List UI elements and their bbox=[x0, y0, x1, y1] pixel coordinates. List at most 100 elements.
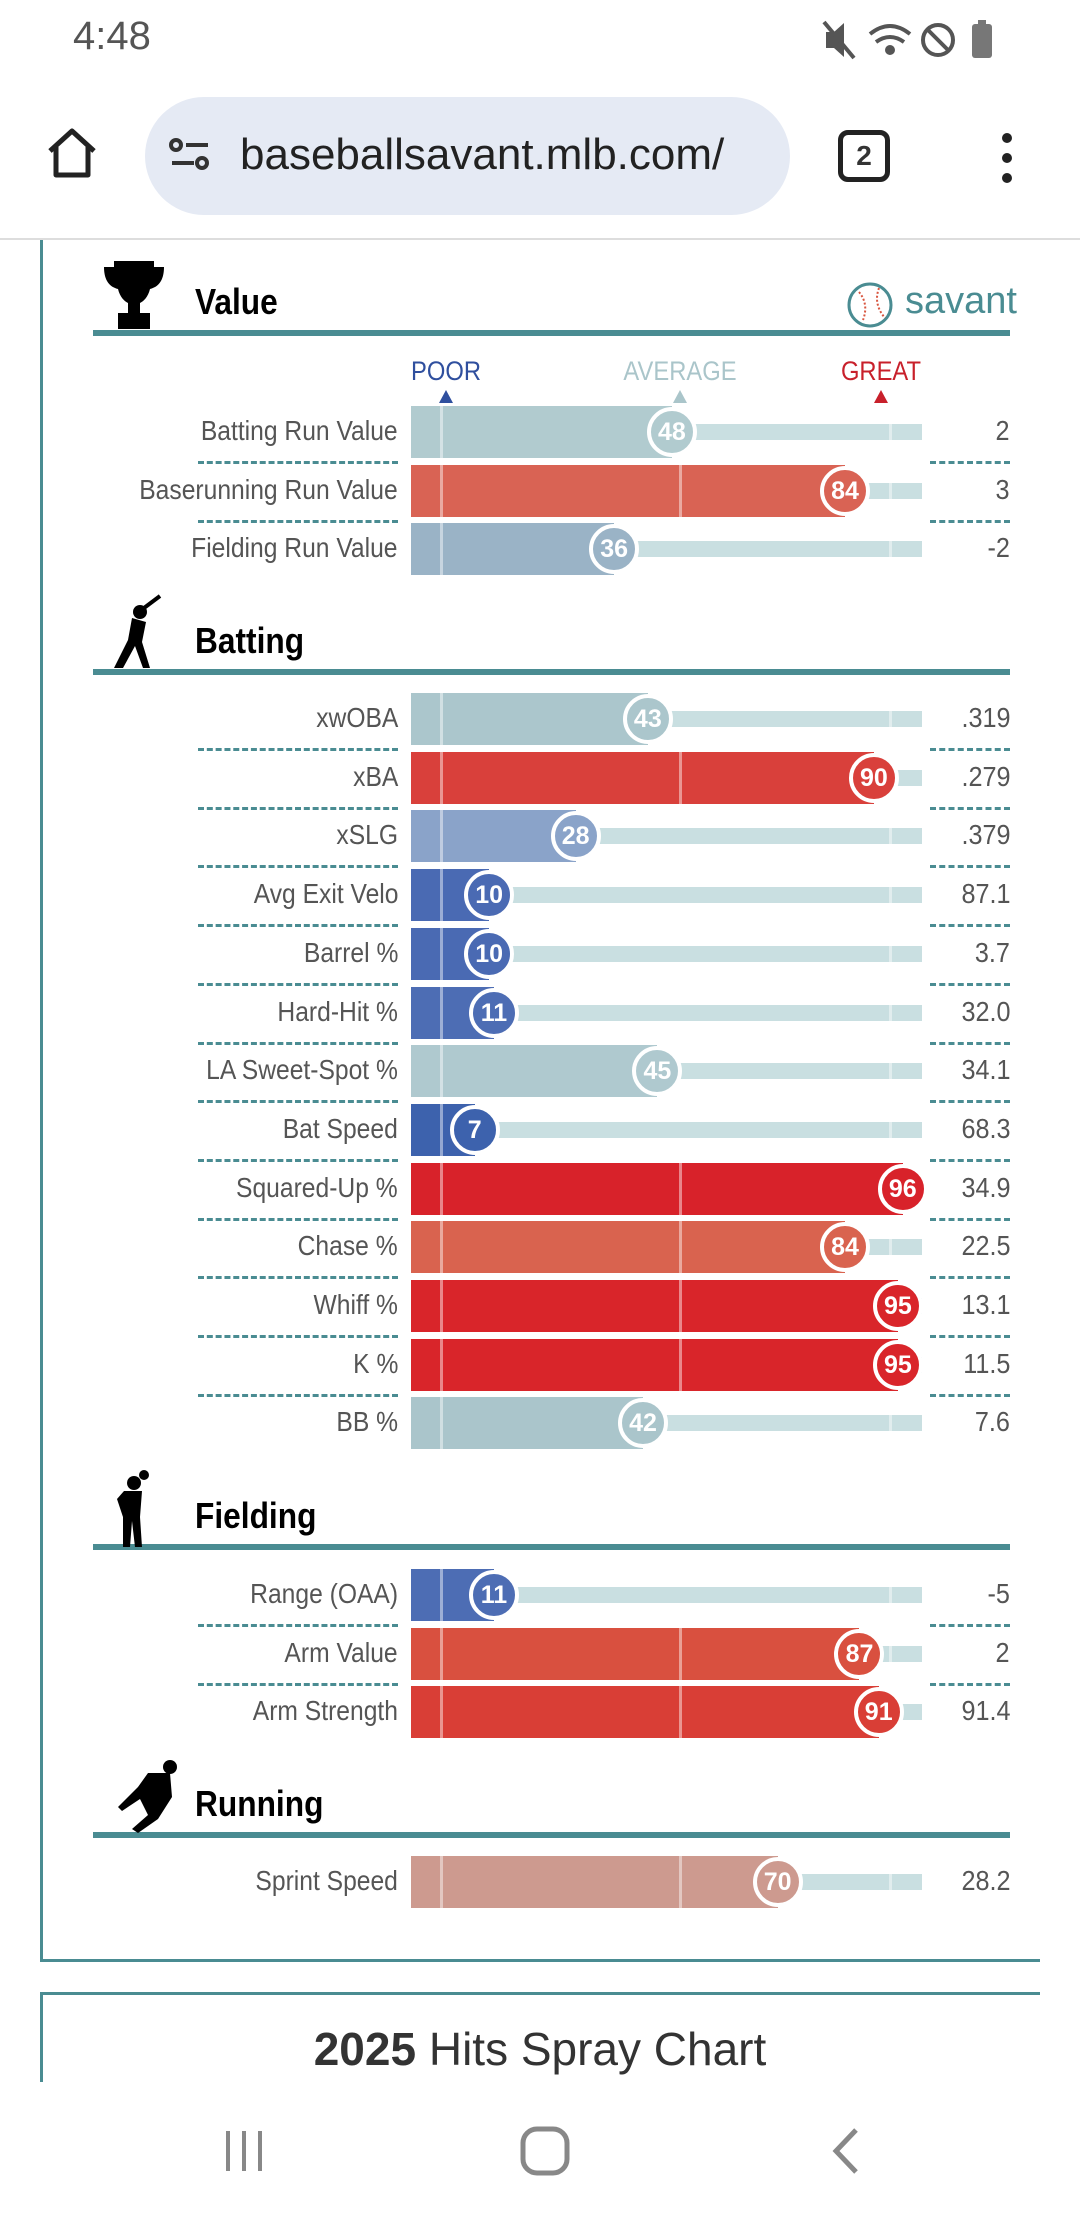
great-marker bbox=[889, 1587, 892, 1603]
percentile-bar bbox=[411, 1045, 658, 1098]
row-separator bbox=[930, 982, 1010, 986]
percentile-badge: 48 bbox=[646, 407, 697, 457]
metric-value: 34.1 bbox=[960, 1054, 1010, 1086]
percentile-badge: 95 bbox=[872, 1281, 923, 1331]
back-icon[interactable] bbox=[826, 2126, 866, 2176]
percentile-bar bbox=[411, 1856, 778, 1908]
average-marker bbox=[679, 751, 682, 804]
batter-icon bbox=[100, 586, 180, 686]
percentile-track bbox=[411, 887, 922, 904]
poor-marker bbox=[440, 1397, 443, 1450]
home-icon[interactable] bbox=[44, 125, 100, 181]
home-nav-icon[interactable] bbox=[518, 2124, 572, 2178]
poor-marker bbox=[440, 986, 443, 1039]
average-marker bbox=[679, 1856, 682, 1908]
percentile-bar bbox=[411, 406, 672, 458]
row-separator bbox=[930, 520, 1010, 523]
metric-label: Sprint Speed bbox=[255, 1865, 398, 1896]
percentile-badge: 11 bbox=[468, 1570, 519, 1620]
spray-chart-title-text: Hits Spray Chart bbox=[428, 2023, 767, 2075]
section-divider bbox=[93, 1832, 1010, 1838]
site-settings-icon[interactable] bbox=[168, 135, 212, 175]
savant-logo-text: savant bbox=[905, 280, 1017, 322]
percentile-badge: 90 bbox=[848, 752, 899, 803]
metric-label: Bat Speed bbox=[282, 1112, 398, 1144]
great-marker bbox=[889, 828, 892, 845]
metric-label: Range (OAA) bbox=[250, 1578, 398, 1609]
row-separator bbox=[930, 1276, 1010, 1280]
metric-label: Batting Run Value bbox=[201, 415, 398, 446]
do-not-disturb-icon bbox=[921, 23, 955, 57]
percentile-bar bbox=[411, 810, 576, 863]
poor-marker bbox=[440, 465, 443, 517]
url-text[interactable]: baseballsavant.mlb.com/ bbox=[240, 130, 725, 179]
poor-marker bbox=[440, 693, 443, 745]
great-marker bbox=[889, 1415, 892, 1432]
row-separator bbox=[930, 1335, 1010, 1338]
average-marker bbox=[679, 465, 682, 517]
average-marker bbox=[679, 1221, 682, 1274]
savant-logo-icon bbox=[845, 280, 895, 330]
poor-marker bbox=[440, 1569, 443, 1621]
metric-value: 3 bbox=[995, 474, 1010, 505]
metric-value: .379 bbox=[960, 819, 1010, 851]
row-separator bbox=[198, 1158, 398, 1162]
row-separator bbox=[930, 924, 1010, 928]
section-divider bbox=[93, 330, 1010, 336]
metric-label: K % bbox=[352, 1347, 398, 1379]
poor-marker bbox=[440, 869, 443, 922]
percentile-badge: 84 bbox=[820, 466, 871, 516]
row-separator bbox=[198, 1682, 398, 1686]
percentile-bar bbox=[411, 1338, 898, 1391]
average-marker bbox=[679, 1162, 682, 1215]
recent-apps-icon[interactable] bbox=[220, 2126, 270, 2176]
metric-label: xBA bbox=[352, 760, 398, 792]
section-title-value: Value bbox=[195, 281, 278, 322]
percentile-badge: 28 bbox=[550, 811, 601, 862]
triangle-average-icon bbox=[673, 390, 687, 403]
metric-value: 3.7 bbox=[974, 936, 1010, 968]
percentile-badge: 45 bbox=[632, 1046, 683, 1097]
poor-marker bbox=[440, 1856, 443, 1908]
great-marker bbox=[889, 1874, 892, 1890]
metric-label: Squared-Up % bbox=[236, 1171, 398, 1203]
great-marker bbox=[889, 541, 892, 557]
metric-label: Arm Value bbox=[284, 1636, 398, 1668]
fielder-icon bbox=[100, 1461, 180, 1561]
metric-value: 2 bbox=[995, 1636, 1010, 1668]
row-separator bbox=[198, 865, 398, 869]
metric-value: 28.2 bbox=[960, 1865, 1010, 1896]
metric-value: 87.1 bbox=[960, 878, 1010, 910]
percentile-bar bbox=[411, 693, 648, 745]
metric-label: Fielding Run Value bbox=[191, 532, 398, 563]
row-separator bbox=[198, 461, 398, 464]
average-marker bbox=[679, 1338, 682, 1391]
more-menu-icon[interactable] bbox=[996, 130, 1018, 186]
great-marker bbox=[889, 424, 892, 440]
percentile-badge: 87 bbox=[834, 1628, 885, 1679]
metric-value: .279 bbox=[960, 760, 1010, 792]
poor-marker bbox=[440, 1338, 443, 1391]
row-separator bbox=[198, 1335, 398, 1338]
status-icons bbox=[822, 20, 992, 60]
percentile-badge: 96 bbox=[877, 1163, 928, 1214]
great-marker bbox=[889, 1239, 892, 1256]
address-bar[interactable] bbox=[145, 97, 790, 215]
metric-label: Chase % bbox=[298, 1230, 398, 1262]
percentile-rankings-card bbox=[40, 240, 1040, 1962]
row-separator bbox=[930, 865, 1010, 869]
metric-value: 2 bbox=[995, 415, 1010, 446]
tab-switcher-button[interactable]: 2 bbox=[838, 130, 890, 182]
percentile-bar bbox=[411, 1221, 846, 1274]
metric-label: LA Sweet-Spot % bbox=[206, 1054, 398, 1086]
row-separator bbox=[198, 1624, 398, 1627]
metric-label: Avg Exit Velo bbox=[253, 878, 398, 910]
row-separator bbox=[930, 461, 1010, 464]
metric-label: xwOBA bbox=[315, 702, 398, 733]
great-marker bbox=[889, 1121, 892, 1138]
average-marker bbox=[679, 1627, 682, 1680]
row-separator bbox=[198, 1276, 398, 1280]
metric-label: Baserunning Run Value bbox=[139, 474, 398, 505]
poor-marker bbox=[440, 1221, 443, 1274]
metric-value: 91.4 bbox=[960, 1695, 1010, 1727]
